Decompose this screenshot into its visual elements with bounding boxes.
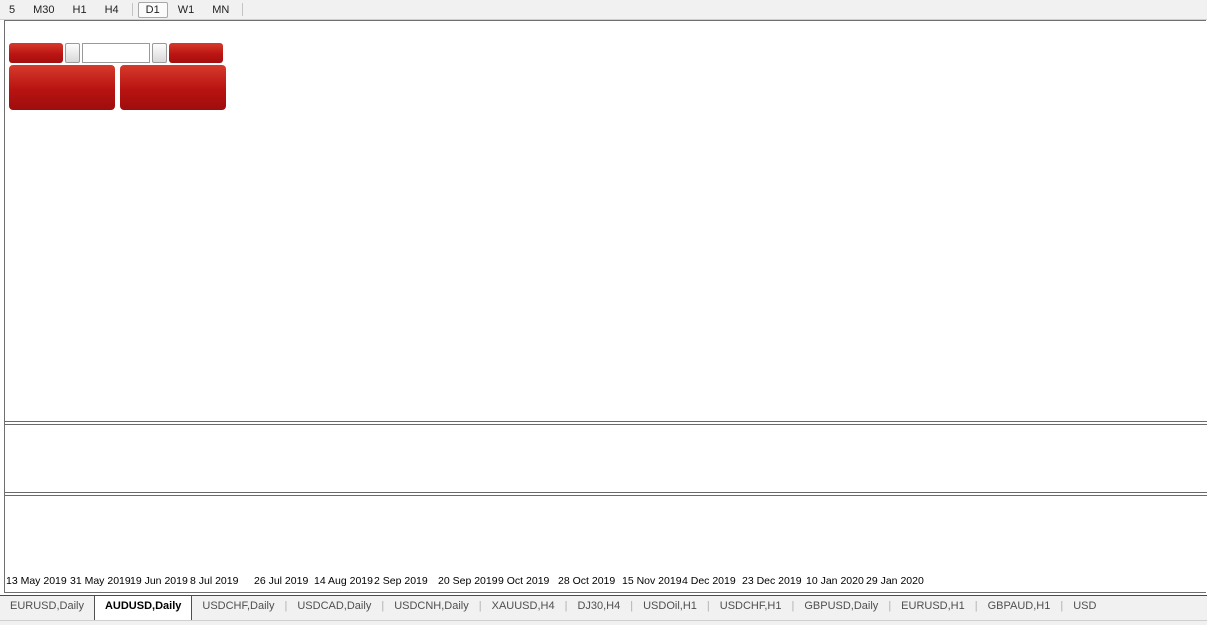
tab-divider: |	[381, 600, 385, 612]
macd-panel-splitter-inner	[4, 424, 1207, 425]
sell-price-box[interactable]	[9, 65, 115, 110]
rsi-panel-splitter-inner	[4, 495, 1207, 496]
sell-button[interactable]	[9, 43, 63, 63]
tab-divider: |	[974, 600, 978, 612]
date-axis-label: 28 Oct 2019	[558, 575, 616, 587]
toolbar-separator	[131, 3, 133, 16]
tab-divider: |	[706, 600, 710, 612]
chart-tab-gbpaud-h1[interactable]: GBPAUD,H1	[987, 600, 1051, 612]
period-button-w1[interactable]: W1	[177, 3, 195, 16]
tab-divider: |	[888, 600, 892, 612]
period-button-mn[interactable]: MN	[212, 3, 230, 16]
chart-tab-usdoil-h1[interactable]: USDOil,H1	[643, 600, 697, 612]
period-button-h1[interactable]: H1	[72, 3, 87, 16]
date-axis-label: 14 Aug 2019	[314, 575, 373, 587]
date-axis-label: 13 May 2019	[6, 575, 67, 587]
date-axis-label: 2 Sep 2019	[374, 575, 428, 587]
status-strip	[0, 620, 1207, 625]
tab-divider: |	[630, 600, 634, 612]
volume-decrease-button[interactable]	[65, 43, 80, 63]
period-button-d1[interactable]: D1	[137, 1, 168, 18]
chart-tab-usdcad-daily[interactable]: USDCAD,Daily	[297, 600, 372, 612]
chart-tab-eurusd-h1[interactable]: EURUSD,H1	[901, 600, 965, 612]
timeframe-toolbar: 5 M30 H1 H4 D1 W1 MN	[0, 0, 1207, 20]
one-click-trading-panel	[8, 42, 232, 111]
date-axis-label: 29 Jan 2020	[866, 575, 924, 587]
chart-tab-usdchf-daily[interactable]: USDCHF,Daily	[202, 600, 275, 612]
chart-tab-usdcnh-daily[interactable]: USDCNH,Daily	[394, 600, 469, 612]
tab-divider: |	[478, 600, 482, 612]
date-axis-label: 8 Jul 2019	[190, 575, 239, 587]
chart-tab-usd[interactable]: USD	[1073, 600, 1097, 612]
buy-price-box[interactable]	[120, 65, 226, 110]
date-axis-label: 23 Dec 2019	[742, 575, 802, 587]
chart-tab-audusd-daily[interactable]: AUDUSD,Daily	[93, 596, 193, 620]
date-axis-label: 9 Oct 2019	[498, 575, 550, 587]
chart-tab-gbpusd-daily[interactable]: GBPUSD,Daily	[804, 600, 879, 612]
volume-input[interactable]	[82, 43, 150, 63]
volume-increase-button[interactable]	[152, 43, 167, 63]
rsi-panel-splitter[interactable]	[4, 492, 1207, 493]
date-axis-label: 26 Jul 2019	[254, 575, 309, 587]
date-axis-label: 20 Sep 2019	[438, 575, 498, 587]
chart-tab-eurusd-daily[interactable]: EURUSD,Daily	[10, 600, 84, 612]
chart-tab-xauusd-h4[interactable]: XAUUSD,H4	[491, 600, 555, 612]
macd-panel-splitter[interactable]	[4, 421, 1207, 422]
date-axis-label: 4 Dec 2019	[682, 575, 736, 587]
tab-divider: |	[791, 600, 795, 612]
chart-tab-dj30-h4[interactable]: DJ30,H4	[577, 600, 621, 612]
chart-tab-usdchf-h1[interactable]: USDCHF,H1	[719, 600, 782, 612]
chart-tabs-bar: EURUSD,Daily AUDUSD,Daily USDCHF,Daily | USD…	[0, 595, 1207, 620]
toolbar-separator	[242, 3, 244, 16]
date-axis-label: 10 Jan 2020	[806, 575, 864, 587]
date-axis-label: 15 Nov 2019	[622, 575, 682, 587]
date-axis-label: 31 May 2019	[70, 575, 131, 587]
period-button-5[interactable]: 5	[9, 3, 16, 16]
tab-divider: |	[1060, 600, 1064, 612]
tab-divider: |	[284, 600, 288, 612]
buy-button[interactable]	[169, 43, 223, 63]
period-button-h4[interactable]: H4	[104, 3, 119, 16]
period-button-m30[interactable]: M30	[33, 3, 55, 16]
date-axis-label: 19 Jun 2019	[130, 575, 188, 587]
tab-divider: |	[564, 600, 568, 612]
